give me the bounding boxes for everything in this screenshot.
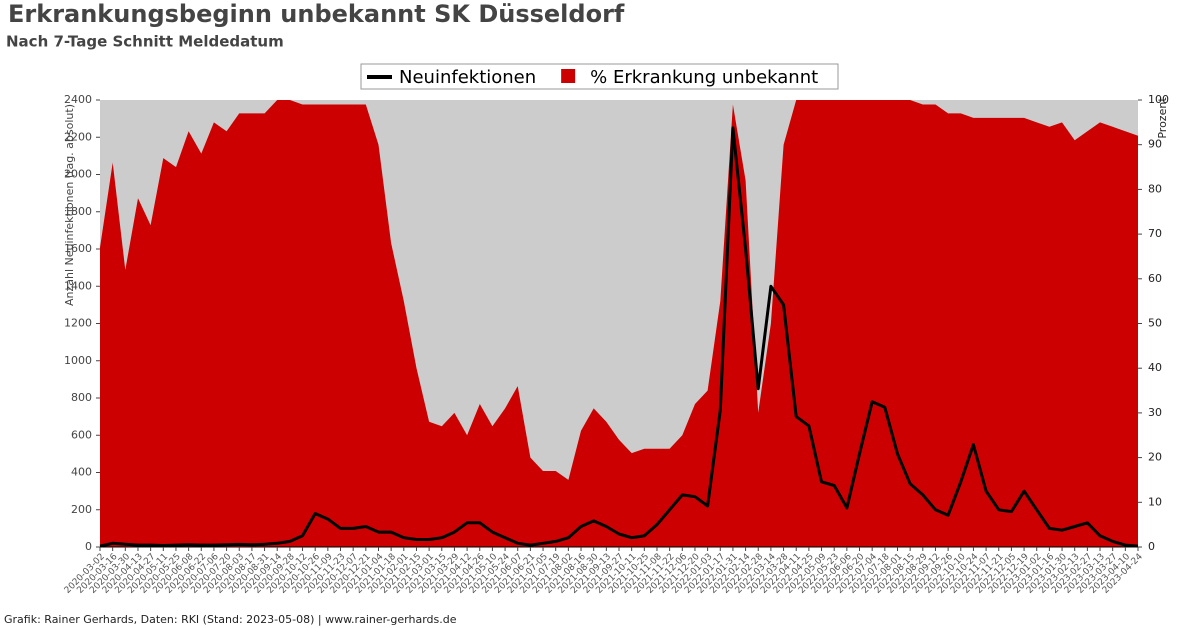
y-tick-label: 1000 <box>64 354 92 367</box>
y2-tick-label: 0 <box>1148 540 1155 553</box>
y-tick-label: 200 <box>71 503 92 516</box>
y-tick-label: 1800 <box>64 205 92 218</box>
y-tick-label: 2000 <box>64 168 92 181</box>
y2-axis-label: Prozent <box>1156 97 1169 139</box>
chart-subtitle: Nach 7-Tage Schnitt Meldedatum <box>6 33 284 51</box>
y2-tick-label: 80 <box>1148 182 1162 195</box>
legend-label: % Erkrankung unbekannt <box>590 67 818 88</box>
legend <box>360 63 839 90</box>
chart-title: Erkrankungsbeginn unbekannt SK Düsseldor… <box>8 0 625 28</box>
y2-tick-label: 10 <box>1148 495 1162 508</box>
y2-tick-label: 50 <box>1148 317 1162 330</box>
line <box>99 126 1139 548</box>
y-tick-label: 400 <box>71 466 92 479</box>
y-tick-label: 1600 <box>64 242 92 255</box>
footer: Grafik: Rainer Gerhards, Daten: RKI (Sta… <box>4 613 457 626</box>
y2-tick-label: 40 <box>1148 361 1162 374</box>
y2-tick-label: 90 <box>1148 138 1162 151</box>
y-tick-label: 2400 <box>64 93 92 106</box>
legend-label: Neuinfektionen <box>399 67 536 88</box>
y2-tick-label: 20 <box>1148 451 1162 464</box>
y-axis-label: Anzahl Neuinfektionen (tag. absolut) <box>63 104 76 306</box>
area <box>100 100 1138 547</box>
y-tick-label: 600 <box>71 428 92 441</box>
y2-tick-label: 30 <box>1148 406 1162 419</box>
y2-tick-label: 60 <box>1148 272 1162 285</box>
y-tick-label: 1200 <box>64 317 92 330</box>
y-tick-label: 800 <box>71 391 92 404</box>
legend-swatch <box>561 69 576 83</box>
y-tick-label: 0 <box>85 540 92 553</box>
y-tick-label: 1400 <box>64 279 92 292</box>
y2-tick-label: 70 <box>1148 227 1162 240</box>
y-tick-label: 2200 <box>64 130 92 143</box>
y2-tick-label: 100 <box>1148 93 1169 106</box>
